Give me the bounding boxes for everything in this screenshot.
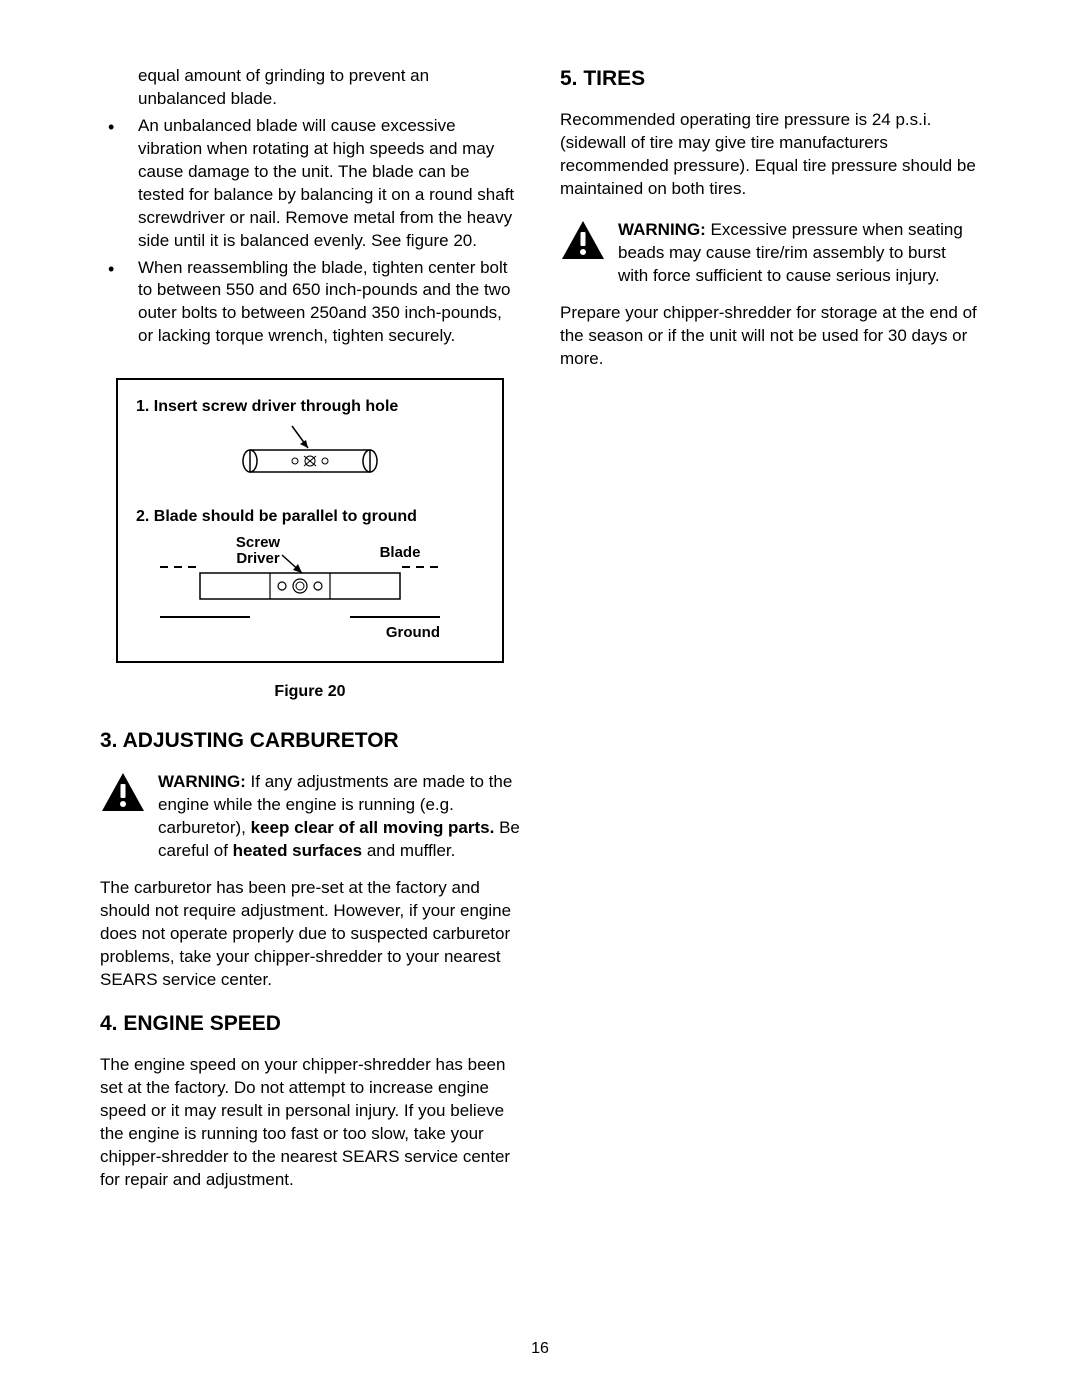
warning-triangle-icon	[560, 219, 606, 261]
warning-label: WARNING:	[158, 772, 246, 791]
svg-text:Ground: Ground	[386, 624, 440, 641]
figure-step-2-diagram: Screw Driver Blade	[140, 533, 480, 643]
page: equal amount of grinding to prevent an u…	[0, 0, 1080, 1250]
warning-triangle-icon	[100, 771, 146, 813]
figure-step-2-label: 2. Blade should be parallel to ground	[136, 506, 484, 528]
warning-bold-part: heated surfaces	[233, 841, 362, 860]
svg-text:Driver: Driver	[236, 550, 280, 567]
section-5-paragraph-2: Prepare your chipper-shredder for storag…	[560, 302, 980, 371]
section-5-paragraph-1: Recommended operating tire pressure is 2…	[560, 109, 980, 201]
section-4-paragraph: The engine speed on your chipper-shredde…	[100, 1054, 520, 1192]
warning-label: WARNING:	[618, 220, 706, 239]
section-5-heading: 5. TIRES	[560, 65, 980, 93]
figure-step-1-label: 1. Insert screw driver through hole	[136, 396, 484, 418]
right-column: 5. TIRES Recommended operating tire pres…	[560, 65, 980, 1210]
svg-text:Blade: Blade	[380, 544, 421, 561]
continued-bullet-text: equal amount of grinding to prevent an u…	[100, 65, 520, 111]
section-3-paragraph: The carburetor has been pre-set at the f…	[100, 877, 520, 992]
bullet-item: When reassembling the blade, tighten cen…	[100, 257, 520, 349]
section-5-warning-text: WARNING: Excessive pressure when seating…	[618, 219, 980, 288]
figure-caption: Figure 20	[100, 681, 520, 703]
left-column: equal amount of grinding to prevent an u…	[100, 65, 520, 1210]
figure-box: 1. Insert screw driver through hole 2. B…	[116, 378, 504, 663]
warning-bold-part: keep clear of all moving parts.	[251, 818, 495, 837]
svg-text:Screw: Screw	[236, 534, 281, 551]
page-number: 16	[0, 1340, 1080, 1358]
warning-text-part: and muffler.	[362, 841, 455, 860]
section-3-warning-text: WARNING: If any adjustments are made to …	[158, 771, 520, 863]
figure-step-1-diagram	[180, 424, 440, 494]
section-5-warning: WARNING: Excessive pressure when seating…	[560, 219, 980, 288]
section-4-heading: 4. ENGINE SPEED	[100, 1010, 520, 1038]
section-3-heading: 3. ADJUSTING CARBURETOR	[100, 727, 520, 755]
bullet-item: An unbalanced blade will cause excessive…	[100, 115, 520, 253]
bullet-list: An unbalanced blade will cause excessive…	[100, 115, 520, 348]
section-3-warning: WARNING: If any adjustments are made to …	[100, 771, 520, 863]
